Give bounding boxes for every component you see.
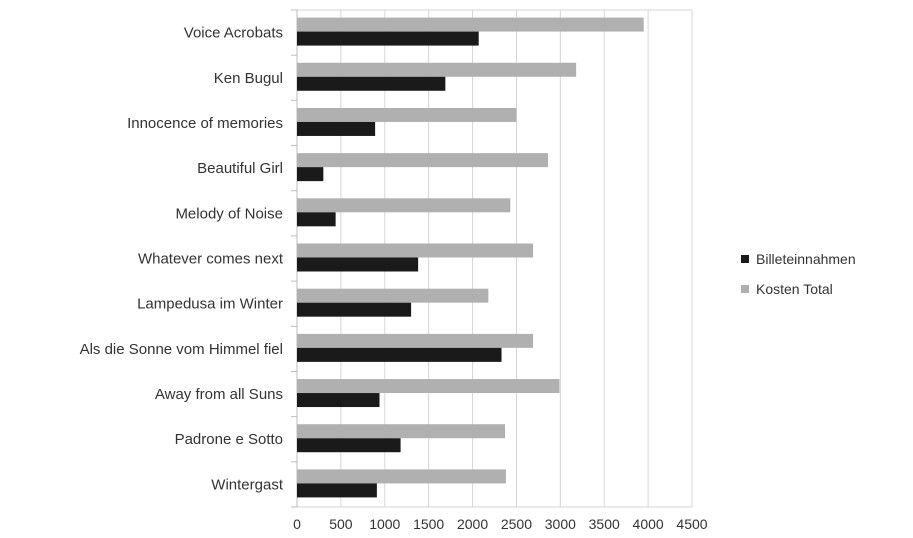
- category-label: Ken Bugul: [214, 70, 283, 87]
- bar-kosten-total: [297, 244, 533, 258]
- x-tick-label: 3500: [589, 516, 620, 532]
- x-tick-label: 0: [293, 516, 301, 532]
- bar-billeteinnahmen: [297, 212, 336, 226]
- bar-billeteinnahmen: [297, 438, 401, 452]
- category-label: Melody of Noise: [175, 205, 283, 222]
- x-tick-label: 1000: [369, 516, 400, 532]
- bar-kosten-total: [297, 379, 559, 393]
- x-tick-label: 3000: [545, 516, 576, 532]
- bar-billeteinnahmen: [297, 167, 323, 181]
- bar-kosten-total: [297, 424, 505, 438]
- legend-swatch-kosten-total: [741, 285, 749, 293]
- category-label: Away from all Suns: [155, 386, 283, 403]
- category-label: Padrone e Sotto: [175, 431, 283, 448]
- bar-kosten-total: [297, 289, 488, 303]
- bar-billeteinnahmen: [297, 348, 502, 362]
- category-label: Lampedusa im Winter: [137, 296, 283, 313]
- category-label: Als die Sonne vom Himmel fiel: [80, 341, 283, 358]
- x-tick-label: 4500: [676, 516, 707, 532]
- legend-label-kosten-total: Kosten Total: [756, 281, 833, 297]
- bar-billeteinnahmen: [297, 483, 377, 497]
- bar-billeteinnahmen: [297, 122, 375, 136]
- category-label: Whatever comes next: [138, 251, 284, 268]
- category-labels: Voice Acrobats Ken Bugul Innocence of memo…: [80, 25, 284, 494]
- x-tick-label: 2500: [501, 516, 532, 532]
- bar-billeteinnahmen: [297, 393, 380, 407]
- category-label: Innocence of memories: [127, 115, 283, 132]
- bar-billeteinnahmen: [297, 303, 411, 317]
- bar-kosten-total: [297, 18, 644, 32]
- bar-billeteinnahmen: [297, 32, 479, 46]
- x-tick-label: 1500: [413, 516, 444, 532]
- category-label: Beautiful Girl: [197, 160, 283, 177]
- x-axis-tick-labels: 0 500 1000 1500 2000 2500 3000 3500 4000 4500: [293, 516, 708, 532]
- bar-kosten-total: [297, 469, 506, 483]
- x-tick-label: 2000: [457, 516, 488, 532]
- x-tick-label: 4000: [633, 516, 664, 532]
- bar-kosten-total: [297, 63, 576, 77]
- bar-kosten-total: [297, 153, 548, 167]
- legend: Billeteinnahmen Kosten Total: [741, 251, 856, 297]
- bar-billeteinnahmen: [297, 77, 445, 91]
- category-label: Wintergast: [211, 476, 284, 493]
- x-tick-label: 500: [329, 516, 353, 532]
- legend-label-billeteinnahmen: Billeteinnahmen: [756, 251, 856, 267]
- bar-kosten-total: [297, 334, 533, 348]
- bar-billeteinnahmen: [297, 258, 418, 272]
- category-label: Voice Acrobats: [184, 25, 283, 42]
- bar-kosten-total: [297, 198, 510, 212]
- bars: [297, 18, 644, 498]
- legend-swatch-billeteinnahmen: [741, 255, 749, 263]
- bar-kosten-total: [297, 108, 516, 122]
